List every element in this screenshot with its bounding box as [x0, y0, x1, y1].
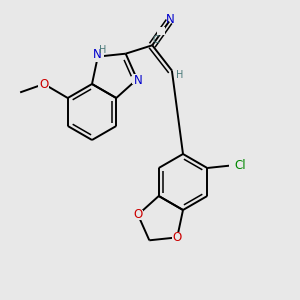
Text: H: H — [176, 70, 184, 80]
Text: O: O — [172, 231, 182, 244]
Text: N: N — [92, 48, 101, 61]
Bar — [132, 74, 142, 84]
Text: O: O — [39, 77, 49, 91]
Text: N: N — [134, 74, 142, 87]
Text: N: N — [166, 13, 174, 26]
Text: O: O — [133, 208, 142, 221]
Bar — [172, 232, 183, 242]
Text: C: C — [153, 35, 160, 45]
Text: H: H — [99, 45, 106, 55]
Bar — [38, 79, 50, 89]
Bar — [92, 52, 104, 61]
Text: Cl: Cl — [234, 159, 246, 172]
Bar — [229, 160, 247, 170]
Bar — [132, 210, 143, 220]
Bar — [157, 27, 165, 35]
